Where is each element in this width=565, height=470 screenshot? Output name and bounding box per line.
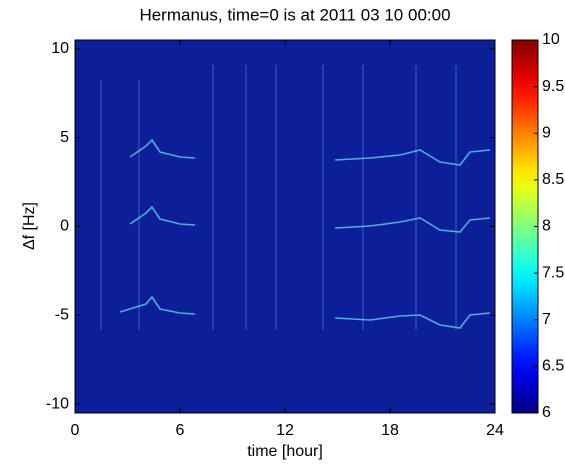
colorbar-tick-label: 8.5 — [542, 171, 564, 188]
y-tick-label: -10 — [46, 395, 69, 412]
x-tick-label: 12 — [276, 422, 294, 439]
colorbar-tick-label: 6 — [542, 404, 551, 421]
colorbar-tick-label: 6.5 — [542, 358, 564, 375]
y-axis-label: Δf [Hz] — [21, 202, 38, 250]
colorbar-tick-label: 9.5 — [542, 78, 564, 95]
y-tick-label: -5 — [55, 307, 69, 324]
colorbar-tick-label: 10 — [542, 31, 560, 48]
x-axis-label: time [hour] — [247, 443, 323, 460]
trace — [334, 217, 491, 233]
colorbar-tick-label: 8 — [542, 218, 551, 235]
x-tick-label: 0 — [71, 422, 80, 439]
plot-area — [75, 40, 495, 413]
spectrogram-texture — [100, 65, 491, 330]
x-tick-label: 6 — [176, 422, 185, 439]
y-tick-label: 5 — [60, 129, 69, 146]
trace — [334, 312, 491, 329]
trace — [129, 138, 196, 159]
y-tick-label: 0 — [60, 218, 69, 235]
y-tick-label: 10 — [51, 40, 69, 57]
trace — [334, 149, 491, 166]
colorbar-tick-label: 7 — [542, 311, 551, 328]
colorbar-tick-label: 9 — [542, 124, 551, 141]
colorbar-tick-label: 7.5 — [542, 264, 564, 281]
chart-title: Hermanus, time=0 is at 2011 03 10 00:00 — [139, 5, 450, 24]
trace — [129, 205, 196, 226]
trace — [119, 295, 196, 315]
x-tick-label: 24 — [486, 422, 504, 439]
x-tick-label: 18 — [381, 422, 399, 439]
